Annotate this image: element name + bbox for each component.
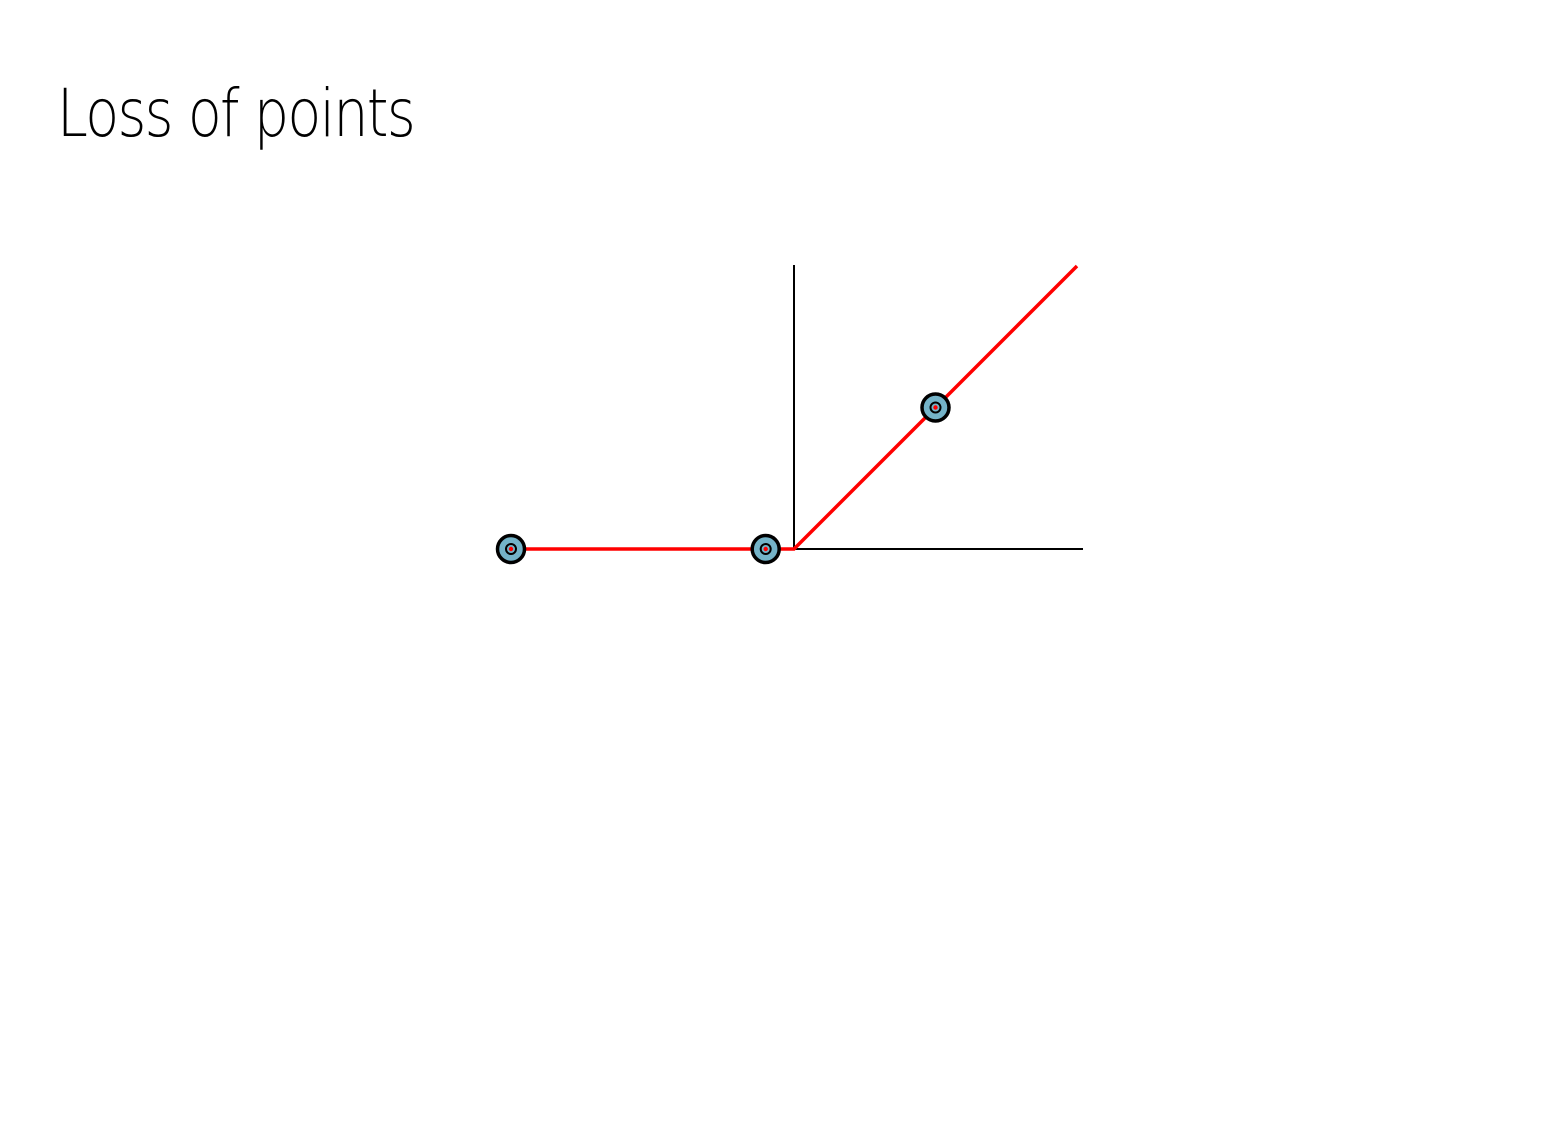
data-point-center (759, 543, 772, 555)
data-point-center (929, 401, 942, 414)
data-point-curve-dot (763, 546, 768, 552)
data-point-center (505, 543, 517, 555)
data-points (495, 392, 951, 565)
slide-title: Loss of points (57, 75, 416, 152)
loss-curve (511, 264, 1079, 551)
axes (793, 265, 1083, 550)
data-point-3 (920, 392, 951, 423)
data-point-1 (495, 533, 527, 565)
data-point-curve-dot (933, 405, 938, 410)
data-point-2 (750, 533, 781, 565)
data-point-curve-dot (508, 546, 514, 552)
